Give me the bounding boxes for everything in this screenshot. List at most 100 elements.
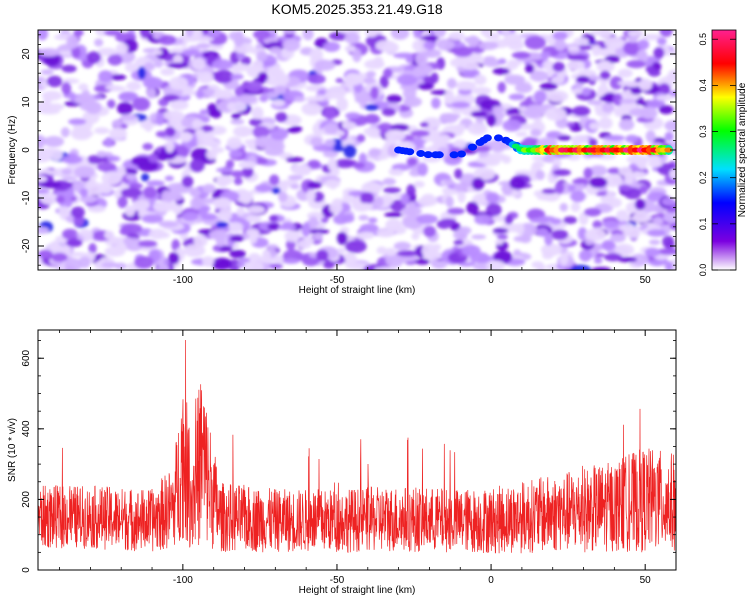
noise-blob (571, 87, 584, 95)
noise-blob (160, 68, 175, 76)
noise-blob (96, 150, 107, 158)
noise-blob (379, 75, 389, 89)
noise-blob (123, 237, 133, 246)
noise-blob (201, 115, 210, 123)
noise-blob (72, 181, 81, 191)
noise-blob (538, 215, 556, 222)
noise-blob (440, 218, 457, 224)
noise-blob (496, 234, 508, 240)
noise-blob (589, 122, 600, 130)
signal-trace-core (664, 147, 673, 153)
noise-blob (155, 111, 165, 126)
noise-blob (117, 196, 128, 209)
noise-blob (38, 135, 45, 149)
noise-blob (364, 30, 379, 38)
noise-blob (400, 84, 414, 90)
spectrogram-x-axis-label: Height of straight line (km) (299, 285, 416, 296)
noise-blob (304, 96, 325, 103)
noise-blob (664, 131, 674, 142)
noise-blob (322, 150, 339, 158)
noise-blob (457, 189, 466, 203)
noise-blob (287, 174, 304, 181)
noise-blob (587, 99, 603, 106)
noise-blob (400, 193, 410, 205)
noise-blob (417, 162, 428, 177)
noise-blob (344, 31, 361, 44)
noise-blob (305, 189, 316, 203)
noise-blob (308, 228, 330, 235)
noise-blob (256, 50, 268, 62)
noise-blob (492, 228, 509, 234)
noise-blob (39, 192, 59, 205)
noise-blob (410, 130, 430, 137)
snr-xtick-label: 0 (488, 575, 494, 586)
noise-blob (604, 253, 623, 262)
signal-trace-outer (405, 148, 415, 156)
noise-blob (638, 78, 653, 91)
signal-trace-outer (434, 151, 444, 159)
noise-blob (210, 109, 222, 119)
noise-blob (588, 138, 598, 147)
noise-blob (273, 85, 287, 95)
noise-blob (251, 106, 264, 120)
noise-blob (55, 50, 76, 56)
noise-blob (519, 234, 532, 244)
noise-blob (343, 144, 357, 158)
noise-blob (376, 229, 395, 238)
noise-blob (480, 30, 492, 37)
noise-blob (138, 240, 158, 248)
noise-blob (514, 82, 533, 94)
noise-blob (599, 60, 613, 72)
noise-blob (148, 153, 159, 163)
noise-blob (423, 40, 436, 50)
colorbar-tick-label: 0.4 (698, 79, 708, 92)
noise-blob (545, 107, 567, 121)
noise-blob (249, 118, 263, 127)
noise-blob (566, 60, 586, 71)
noise-blob (107, 155, 121, 162)
noise-blob (336, 97, 349, 112)
noise-blob (471, 177, 485, 191)
noise-blob (282, 38, 301, 52)
noise-blob (514, 169, 534, 176)
noise-blob (215, 167, 234, 173)
noise-blob (315, 249, 329, 262)
noise-blob (376, 246, 387, 255)
noise-blob (396, 74, 418, 86)
noise-blob (572, 178, 590, 185)
noise-blob (413, 180, 425, 188)
noise-blob (504, 214, 514, 225)
noise-blob (542, 60, 555, 71)
noise-blob (474, 74, 487, 86)
noise-blob (313, 232, 324, 241)
spectrogram-y-axis-label: Frequency (Hz) (7, 116, 18, 185)
colorbar-tick-label: 0.3 (698, 125, 708, 138)
noise-blob (550, 218, 562, 225)
noise-blob (115, 42, 129, 55)
noise-blob (570, 190, 586, 203)
noise-blob (269, 47, 283, 55)
noise-blob (107, 54, 123, 66)
noise-blob (375, 40, 397, 52)
noise-blob (120, 223, 143, 234)
noise-blob (511, 51, 531, 59)
noise-blob (630, 85, 643, 95)
noise-blob (373, 56, 384, 67)
noise-blob (244, 260, 265, 270)
snr-xtick-label: -100 (173, 575, 193, 586)
noise-blob (199, 109, 209, 116)
noise-blob (598, 117, 613, 130)
noise-blob (132, 199, 150, 211)
noise-blob (450, 101, 471, 109)
noise-blob (536, 262, 546, 270)
noise-blob (231, 112, 241, 120)
noise-blob (608, 197, 622, 208)
noise-blob (86, 51, 101, 64)
snr-ytick-label: 400 (21, 420, 32, 437)
spectrogram-xtick-label: -50 (330, 275, 345, 286)
noise-blob (609, 233, 626, 243)
noise-blob (61, 64, 77, 73)
colorbar-tick-label: 0.2 (698, 171, 708, 184)
noise-blob (509, 177, 526, 190)
noise-blob (493, 250, 513, 264)
